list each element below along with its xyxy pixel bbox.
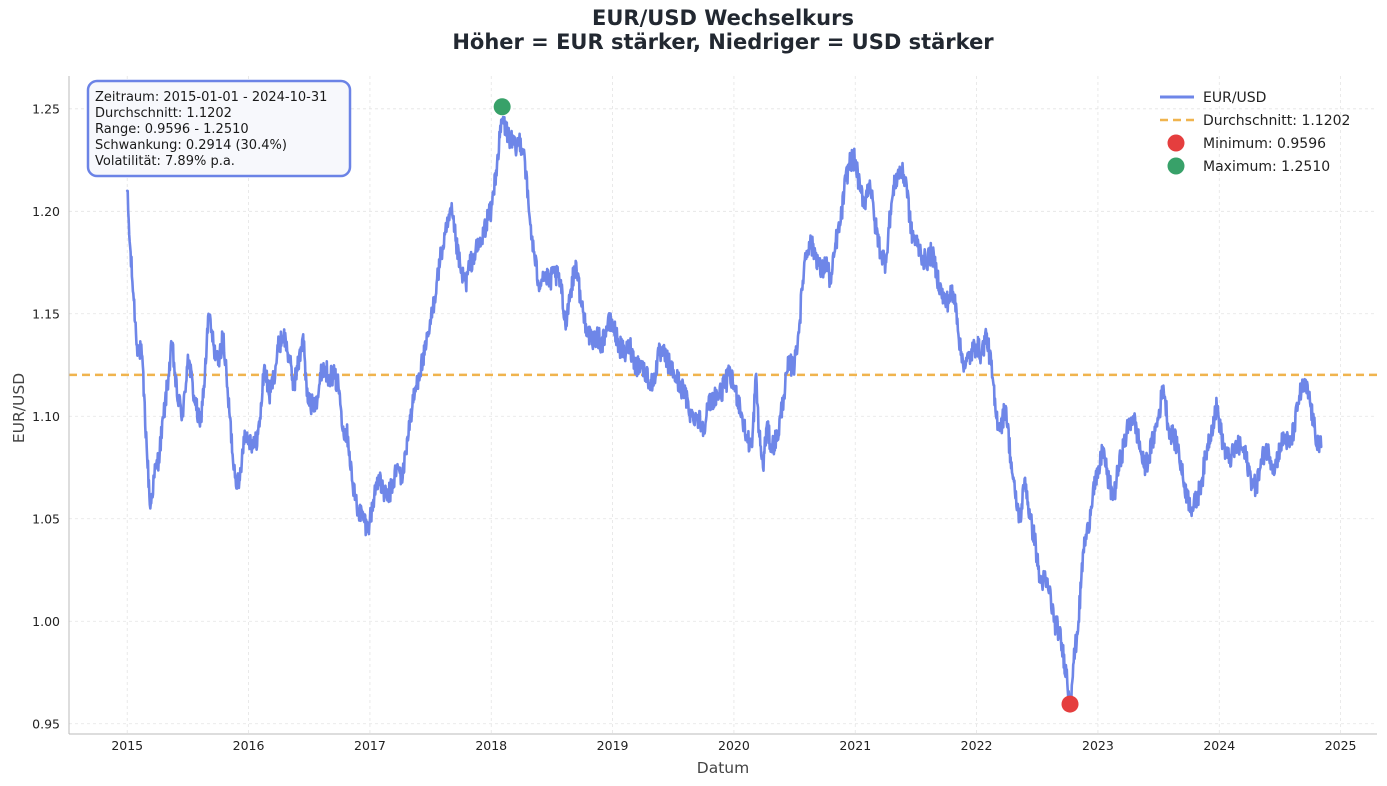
legend-label-average: Durchschnitt: 1.1202 xyxy=(1203,113,1350,129)
y-tick-label: 1.05 xyxy=(32,511,60,526)
x-tick-label: 2016 xyxy=(233,738,265,753)
minimum-marker xyxy=(1061,695,1079,713)
y-tick-label: 1.20 xyxy=(32,204,60,219)
stats-line: Volatilität: 7.89% p.a. xyxy=(95,154,235,169)
legend-minimum-swatch xyxy=(1167,134,1185,152)
y-tick-label: 1.10 xyxy=(32,409,60,424)
legend-label-series: EUR/USD xyxy=(1203,90,1266,106)
legend: EUR/USD Durchschnitt: 1.1202 Minimum: 0.… xyxy=(1160,90,1350,175)
chart-title-line1: EUR/USD Wechselkurs xyxy=(592,6,854,30)
x-tick-label: 2017 xyxy=(354,738,386,753)
extreme-markers xyxy=(493,98,1079,713)
y-tick-label: 1.15 xyxy=(32,306,60,321)
x-tick-label: 2019 xyxy=(597,738,629,753)
series-line-eurusd xyxy=(125,115,1323,709)
x-tick-label: 2020 xyxy=(718,738,750,753)
x-tick-label: 2021 xyxy=(839,738,871,753)
x-tick-label: 2024 xyxy=(1203,738,1235,753)
x-tick-label: 2018 xyxy=(475,738,507,753)
x-axis-label: Datum xyxy=(697,759,749,777)
y-ticks: 0.95 1.00 1.05 1.10 1.15 1.20 1.25 xyxy=(32,101,60,731)
series-eurusd xyxy=(125,115,1323,709)
stats-line: Range: 0.9596 - 1.2510 xyxy=(95,122,249,137)
stats-box-frame xyxy=(86,79,352,178)
legend-label-maximum: Maximum: 1.2510 xyxy=(1203,159,1330,175)
y-tick-label: 1.00 xyxy=(32,614,60,629)
stats-line: Zeitraum: 2015-01-01 - 2024-10-31 xyxy=(95,90,327,105)
legend-maximum-swatch xyxy=(1167,157,1185,175)
x-ticks: 2015 2016 2017 2018 2019 2020 2021 2022 2023 2024… xyxy=(111,738,1356,753)
stats-line: Schwankung: 0.2914 (30.4%) xyxy=(95,138,287,153)
y-tick-label: 1.25 xyxy=(32,101,60,116)
x-tick-label: 2015 xyxy=(111,738,143,753)
y-tick-label: 0.95 xyxy=(32,716,60,731)
stats-line: Durchschnitt: 1.1202 xyxy=(95,106,232,121)
x-tick-label: 2022 xyxy=(961,738,993,753)
grid xyxy=(69,76,1377,734)
x-tick-label: 2023 xyxy=(1082,738,1114,753)
x-tick-label: 2025 xyxy=(1325,738,1357,753)
maximum-marker xyxy=(493,98,511,116)
stats-box: Zeitraum: 2015-01-01 - 2024-10-31Durchsc… xyxy=(86,79,352,178)
y-axis-label: EUR/USD xyxy=(10,373,28,443)
legend-label-minimum: Minimum: 0.9596 xyxy=(1203,136,1326,152)
chart-title-line2: Höher = EUR stärker, Niedriger = USD stä… xyxy=(452,30,994,54)
